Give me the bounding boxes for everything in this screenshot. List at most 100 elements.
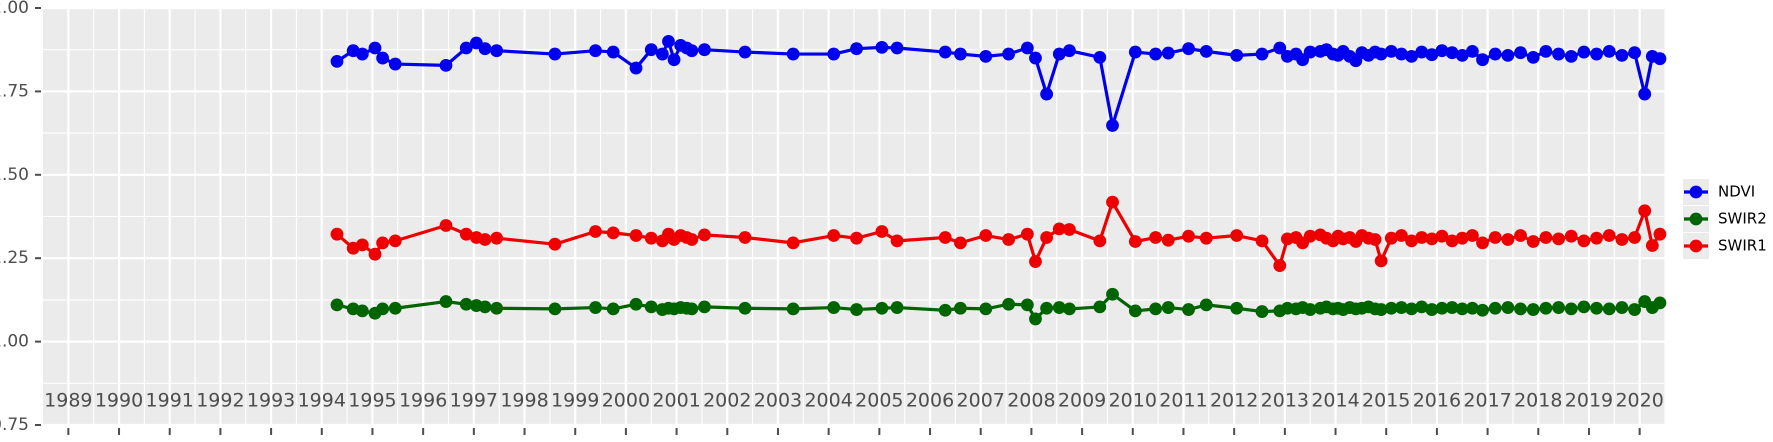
data-point: [667, 53, 681, 67]
x-tick-label: 1994: [298, 390, 346, 412]
data-point: [368, 41, 382, 55]
data-point: [1052, 222, 1066, 236]
data-point: [1425, 232, 1439, 246]
data-point: [1230, 301, 1244, 315]
data-point: [1255, 47, 1269, 61]
data-point: [1488, 231, 1502, 244]
data-point: [490, 231, 504, 245]
data-point: [1395, 301, 1408, 314]
x-tick-label: 2008: [1007, 390, 1055, 412]
data-point: [827, 47, 841, 61]
data-point: [1374, 303, 1388, 316]
data-point: [1149, 231, 1162, 244]
data-point: [1488, 47, 1502, 61]
data-point: [979, 229, 993, 242]
data-point: [1653, 227, 1667, 241]
series-line: [335, 200, 1662, 268]
data-point: [606, 226, 620, 240]
x-tick-label: 1991: [146, 390, 194, 412]
data-point: [1040, 231, 1054, 244]
data-point: [548, 302, 562, 316]
data-point: [1602, 229, 1616, 242]
x-tick-label: 2001: [652, 390, 700, 412]
data-point: [459, 297, 473, 311]
y-tick-label: 1.50: [0, 165, 29, 185]
legend-key-point: [1689, 212, 1703, 226]
data-point: [1405, 234, 1418, 248]
data-point: [1645, 239, 1659, 252]
x-tick-label: 2006: [906, 390, 954, 412]
x-tick-label: 2000: [602, 390, 650, 412]
data-point: [1602, 44, 1616, 58]
data-point: [644, 300, 658, 314]
data-point: [786, 236, 800, 250]
data-point: [548, 47, 562, 61]
data-point: [1501, 301, 1515, 314]
data-point: [1149, 47, 1162, 61]
legend-label: NDVI: [1718, 183, 1755, 201]
legend-item-ndvi[interactable]: NDVI: [1683, 179, 1755, 205]
data-point: [1465, 229, 1479, 242]
data-point: [662, 34, 675, 48]
data-point: [1455, 48, 1469, 62]
data-point: [1405, 49, 1418, 63]
data-point: [439, 58, 453, 72]
x-tick-label: 1996: [399, 390, 447, 412]
data-point: [738, 45, 752, 59]
data-point: [1020, 41, 1034, 55]
data-point: [368, 247, 382, 261]
data-point: [1577, 234, 1591, 248]
series-swir1: [330, 195, 1667, 272]
legend-item-swir2[interactable]: SWIR2: [1683, 206, 1767, 232]
data-point: [890, 41, 904, 55]
data-point: [1303, 45, 1317, 59]
data-point: [1199, 231, 1213, 245]
data-point: [1029, 255, 1042, 268]
data-point: [459, 227, 473, 241]
data-point: [490, 44, 504, 58]
data-point: [827, 229, 841, 242]
data-point: [1182, 229, 1195, 243]
data-point: [1653, 296, 1667, 310]
data-point: [1063, 223, 1076, 236]
data-point: [1539, 301, 1553, 315]
data-point: [1628, 46, 1641, 60]
data-point: [1199, 44, 1213, 58]
data-point: [548, 237, 562, 251]
x-tick-label: 1998: [500, 390, 548, 412]
x-tick-label: 1993: [247, 390, 295, 412]
data-point: [1040, 87, 1054, 101]
data-point: [1093, 300, 1107, 314]
data-point: [1161, 301, 1175, 314]
data-point: [490, 301, 504, 315]
data-point: [1182, 42, 1195, 56]
data-point: [388, 301, 402, 315]
data-point: [1435, 301, 1449, 315]
data-point: [685, 44, 699, 58]
x-tick-label: 2019: [1565, 390, 1613, 412]
data-point: [355, 47, 369, 61]
data-point: [1395, 229, 1408, 242]
y-tick-label: 1.25: [0, 248, 29, 268]
data-point: [938, 303, 952, 317]
legend-item-swir1[interactable]: SWIR1: [1683, 233, 1767, 259]
axis-tick-marks: [35, 7, 1641, 435]
legend-label: SWIR2: [1718, 210, 1767, 228]
data-point: [850, 42, 863, 56]
data-point: [1590, 231, 1603, 245]
data-point: [1149, 302, 1162, 316]
data-point: [589, 225, 602, 238]
data-point: [1501, 233, 1515, 246]
data-point: [1199, 298, 1213, 312]
data-point: [1552, 47, 1565, 61]
data-point: [1628, 231, 1641, 244]
data-point: [1128, 45, 1142, 59]
data-point: [1514, 229, 1527, 242]
data-point: [685, 233, 699, 246]
series-line: [335, 39, 1662, 128]
data-point: [1476, 303, 1489, 317]
data-point: [1128, 304, 1142, 318]
data-point: [1526, 303, 1540, 316]
